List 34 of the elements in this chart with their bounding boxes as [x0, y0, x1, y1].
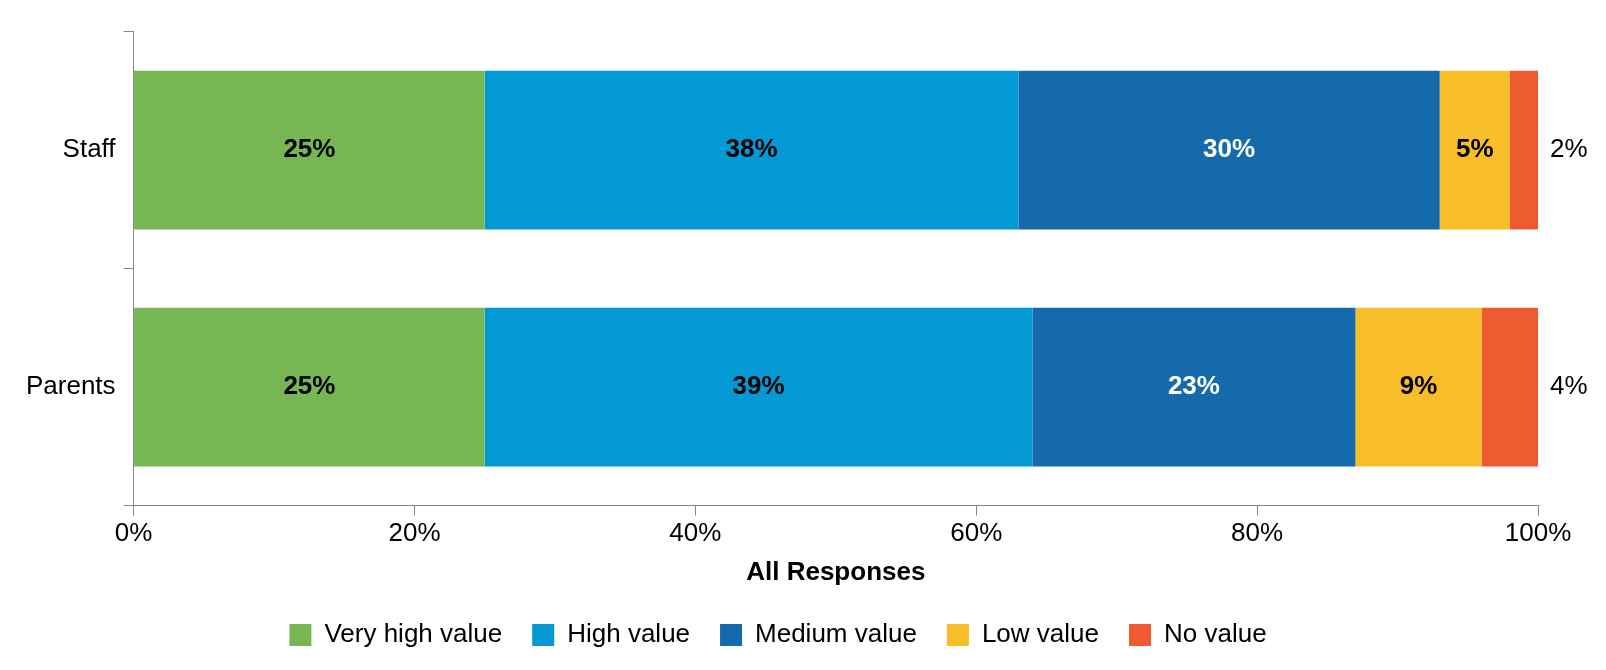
data-label: 39% [732, 370, 785, 401]
bar [1032, 307, 1356, 467]
data-label: 4% [1550, 370, 1588, 401]
legend-label: High value [567, 618, 691, 649]
bar [1018, 70, 1440, 230]
legend-label: Medium value [755, 618, 917, 649]
x-tick-label: 20% [388, 517, 441, 548]
data-label: 38% [725, 133, 778, 164]
bar [484, 70, 1019, 230]
bar [1439, 70, 1510, 230]
legend-label: Low value [981, 618, 1099, 649]
x-tick-label: 40% [669, 517, 722, 548]
data-label: 25% [283, 133, 336, 164]
bar [134, 307, 485, 467]
data-label: 9% [1399, 370, 1438, 401]
data-label: 23% [1167, 370, 1220, 401]
data-label: 5% [1456, 133, 1494, 164]
bar [1509, 70, 1538, 230]
data-label: 30% [1203, 133, 1256, 164]
y-tick-label: Parents [25, 370, 116, 401]
x-axis-title: All Responses [746, 555, 926, 586]
y-tick-label: Staff [62, 133, 117, 164]
bar [1355, 307, 1482, 467]
bar [1481, 307, 1538, 467]
bar [134, 70, 485, 230]
x-tick-label: 60% [950, 517, 1003, 548]
x-tick-label: 80% [1231, 517, 1284, 548]
legend-label: No value [1163, 618, 1267, 649]
x-tick-label: 0% [114, 517, 153, 548]
data-label: 2% [1550, 133, 1588, 164]
x-tick-label: 100% [1504, 517, 1572, 548]
data-label: 25% [283, 370, 336, 401]
legend-label: Very high value [324, 618, 503, 649]
bar [484, 307, 1033, 467]
